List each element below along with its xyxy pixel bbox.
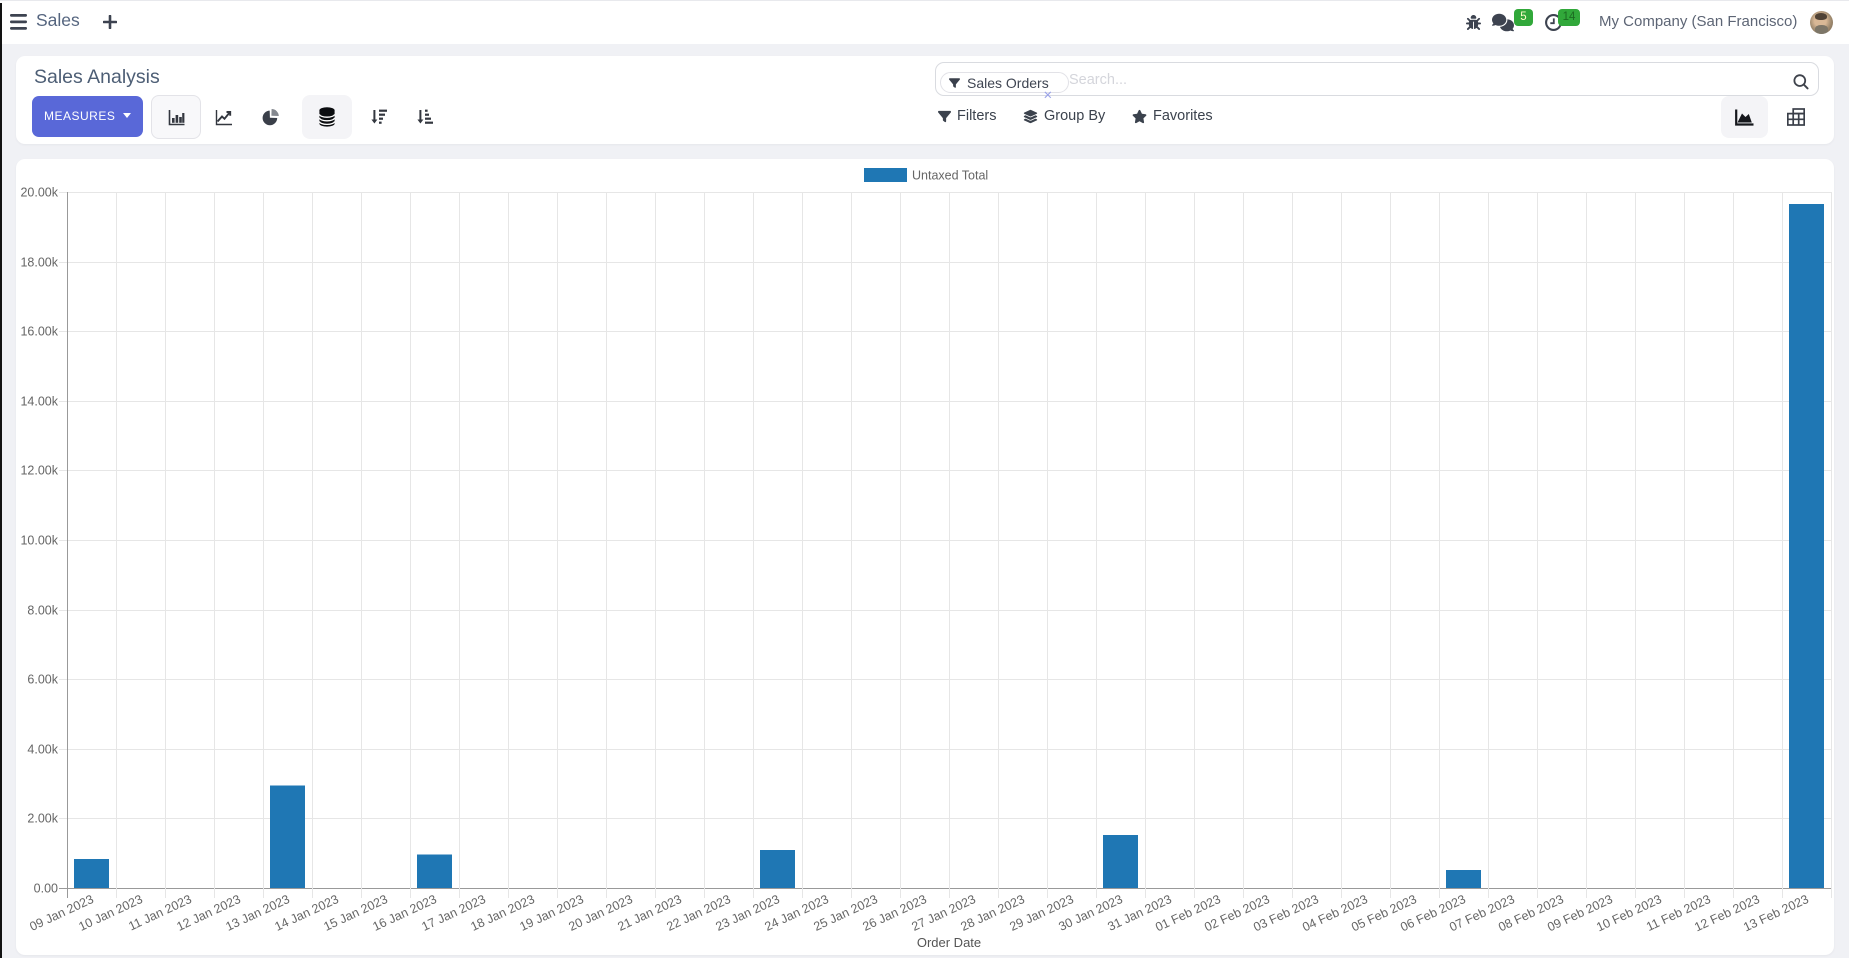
svg-text:8.00k: 8.00k	[27, 604, 58, 618]
svg-text:Order Date: Order Date	[917, 935, 981, 950]
svg-text:20.00k: 20.00k	[20, 186, 58, 200]
svg-text:10.00k: 10.00k	[20, 534, 58, 548]
svg-text:18.00k: 18.00k	[20, 256, 58, 270]
svg-text:Untaxed Total: Untaxed Total	[912, 169, 988, 183]
svg-text:4.00k: 4.00k	[27, 743, 58, 757]
svg-text:12.00k: 12.00k	[20, 464, 58, 478]
svg-text:16.00k: 16.00k	[20, 325, 58, 339]
svg-text:2.00k: 2.00k	[27, 812, 58, 826]
svg-text:14.00k: 14.00k	[20, 395, 58, 409]
svg-text:0.00: 0.00	[34, 882, 58, 896]
svg-text:6.00k: 6.00k	[27, 673, 58, 687]
